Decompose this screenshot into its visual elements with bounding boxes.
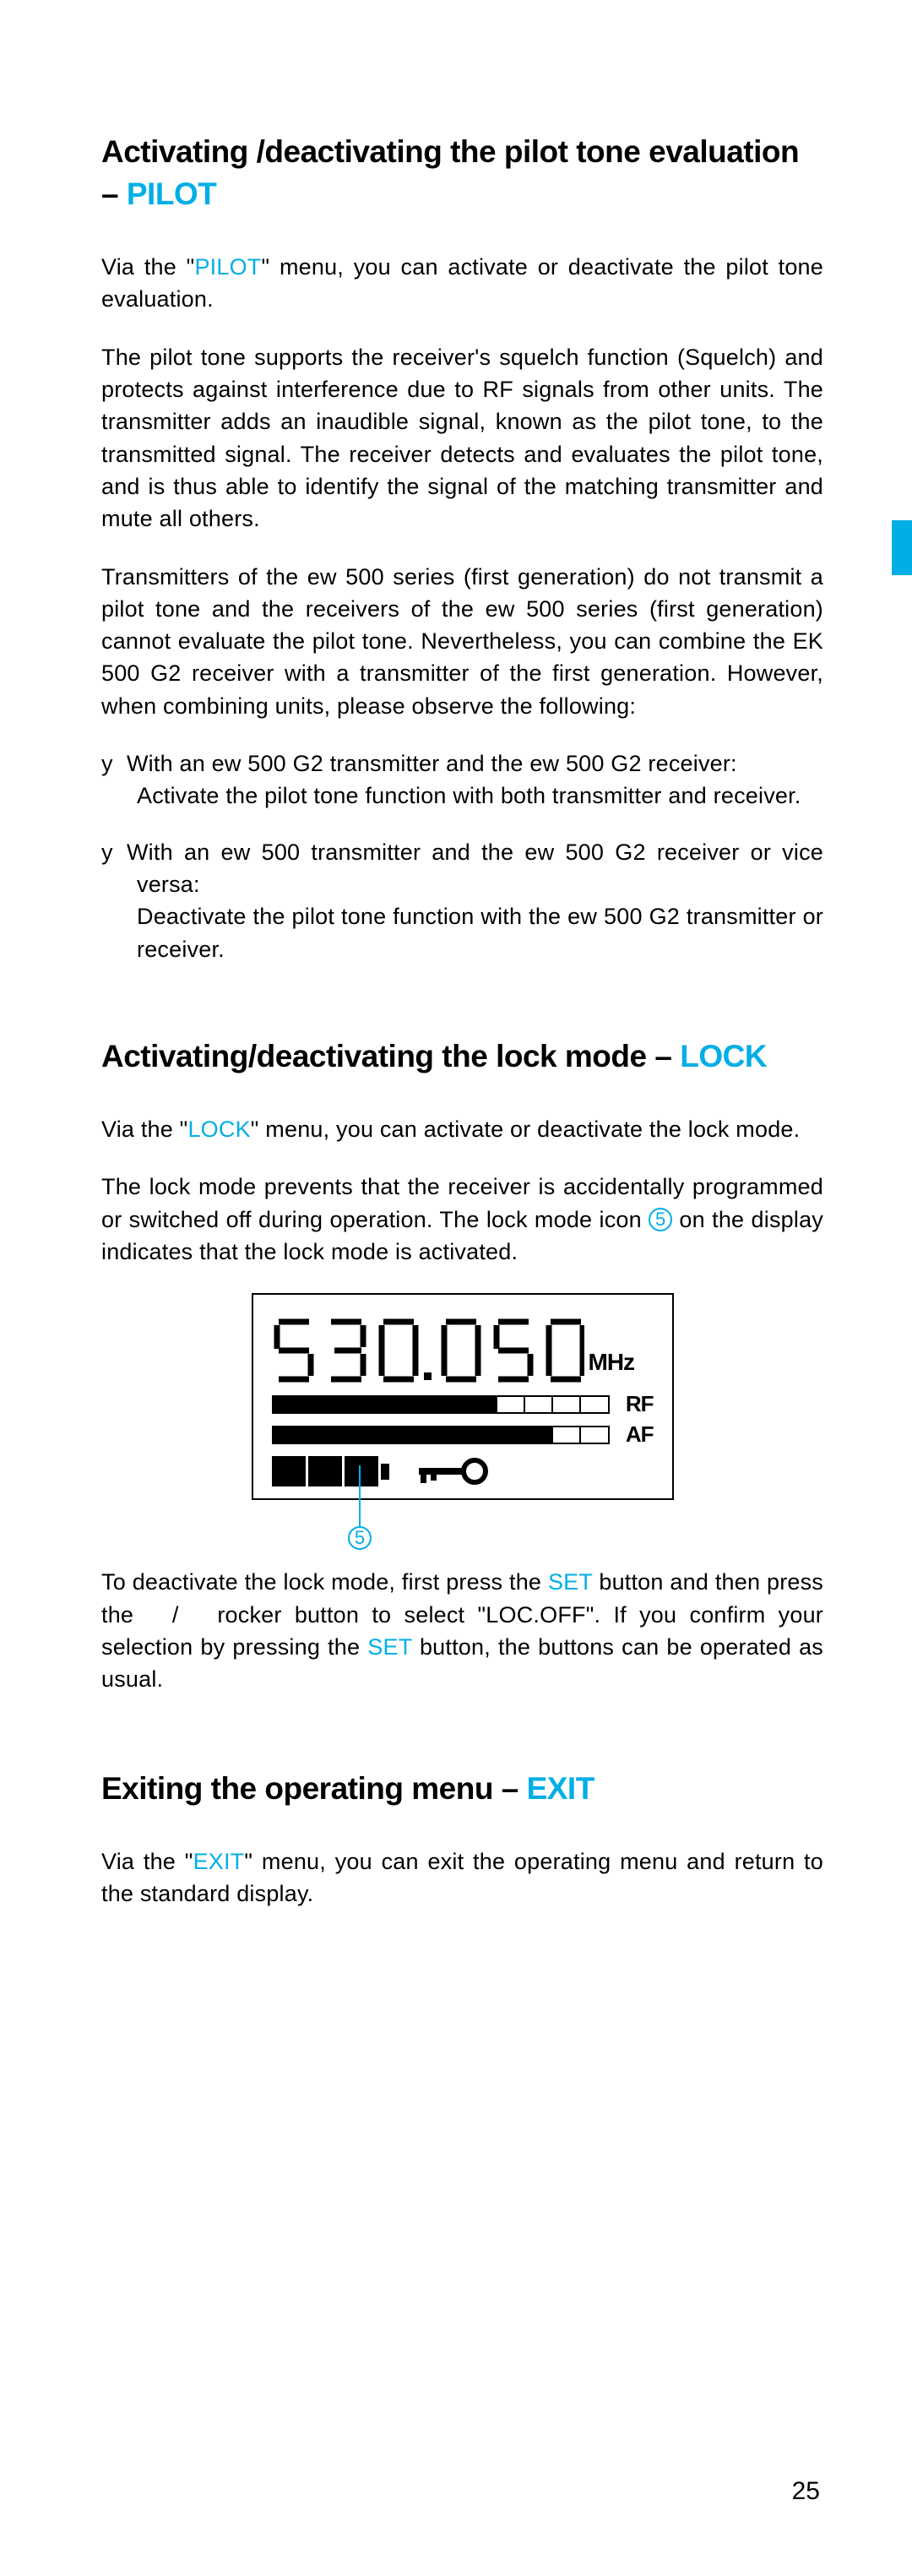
- callout-line: [359, 1465, 361, 1526]
- page-content: Activating /deactivating the pilot tone …: [0, 0, 912, 2019]
- heading-lock: Activating/deactivating the lock mode – …: [101, 1035, 823, 1078]
- exit-intro: Via the "EXIT" menu, you can exit the op…: [101, 1845, 823, 1910]
- heading-pilot: Activating /deactivating the pilot tone …: [101, 131, 823, 215]
- display-figure: MHz RF: [101, 1293, 823, 1500]
- battery-icon: [272, 1456, 389, 1486]
- af-meter: [272, 1426, 610, 1444]
- frequency-row: MHz: [272, 1310, 654, 1384]
- callout-5: 5: [348, 1526, 372, 1550]
- pilot-intro: Via the "PILOT" menu, you can activate o…: [101, 251, 823, 316]
- lock-desc: The lock mode prevents that the receiver…: [101, 1171, 823, 1268]
- lcd-box: MHz RF: [252, 1293, 674, 1500]
- lock-intro: Via the "LOCK" menu, you can activate or…: [101, 1113, 823, 1145]
- lock-deactivate: To deactivate the lock mode, first press…: [101, 1566, 823, 1695]
- list-item-1: yWith an ew 500 G2 transmitter and the e…: [101, 747, 823, 812]
- rf-meter-row: RF: [272, 1391, 654, 1417]
- accent-tab: [892, 520, 912, 575]
- rf-meter: [272, 1395, 610, 1414]
- key-icon: [419, 1458, 488, 1485]
- af-meter-row: AF: [272, 1421, 654, 1448]
- heading-exit: Exiting the operating menu – EXIT: [101, 1768, 823, 1810]
- list-item-2: yWith an ew 500 transmitter and the ew 5…: [101, 836, 823, 965]
- circled-5-inline: 5: [649, 1208, 672, 1231]
- seven-segment-digits: [272, 1317, 584, 1384]
- pilot-compat: Transmitters of the ew 500 series (first…: [101, 561, 823, 723]
- mhz-label: MHz: [589, 1349, 635, 1376]
- page-number: 25: [792, 2477, 820, 2506]
- pilot-desc: The pilot tone supports the receiver's s…: [101, 341, 823, 535]
- rf-label: RF: [616, 1391, 654, 1417]
- bottom-row: [272, 1456, 654, 1486]
- af-label: AF: [616, 1421, 654, 1448]
